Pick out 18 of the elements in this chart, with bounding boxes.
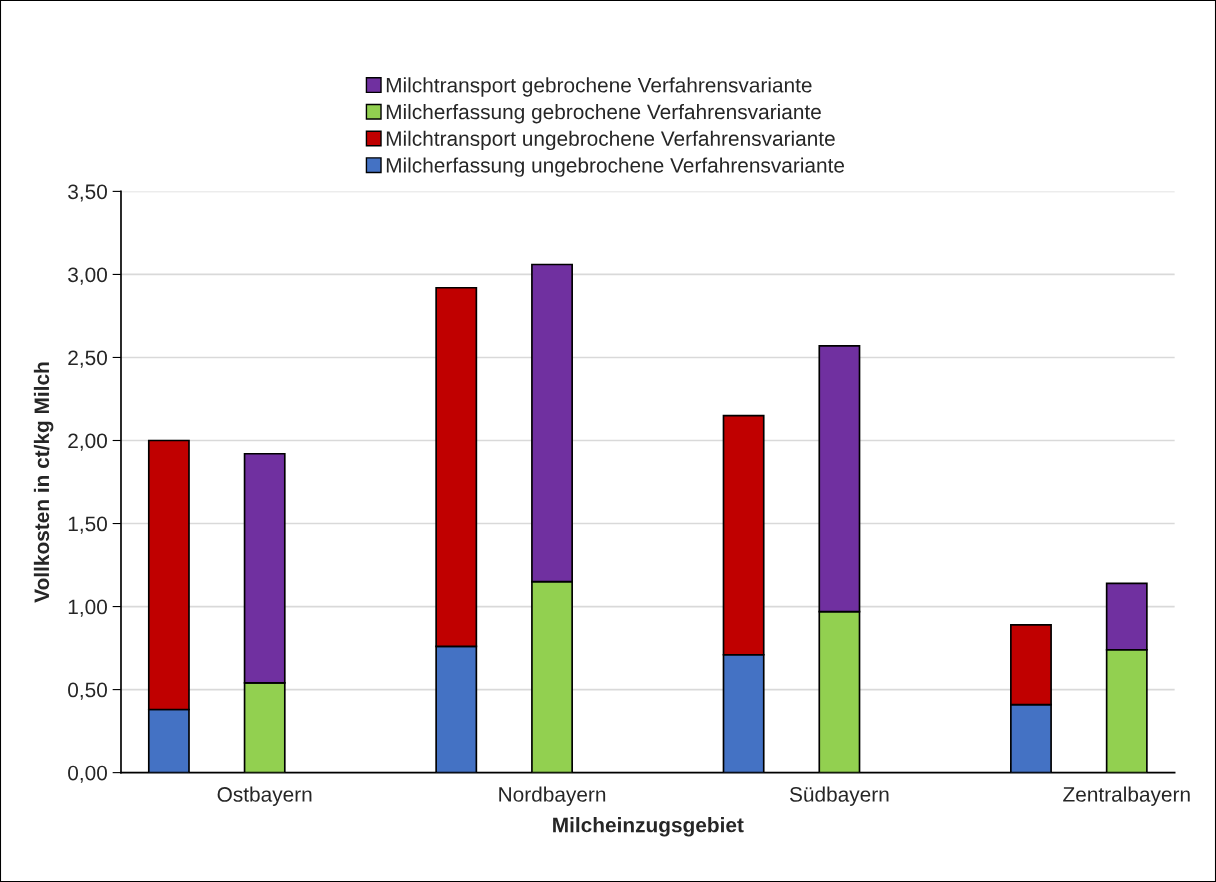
y-axis-title: Vollkosten in ct/kg Milch (33, 362, 54, 603)
x-tick-label: Südbayern (789, 786, 889, 806)
legend-label: Milchtransport ungebrochene Verfahrensvariante (386, 130, 835, 151)
legend-label: Milchtransport gebrochene Verfahrensvariante (386, 77, 812, 97)
x-tick-label: Zentralbayern (1063, 786, 1190, 806)
y-tick-label: 2,50 (68, 350, 107, 368)
y-tick-label: 0,50 (68, 682, 107, 700)
legend-label: Milcherfassung gebrochene Verfahrensvariante (386, 103, 821, 124)
x-tick-label: Ostbayern (217, 786, 312, 806)
legend-label: Milcherfassung ungebrochene Verfahrensvariante (386, 157, 845, 177)
y-tick-label: 0,00 (68, 765, 107, 783)
y-tick-label: 2,00 (68, 433, 107, 451)
y-tick-label: 1,00 (68, 599, 107, 617)
x-tick-label: Nordbayern (499, 786, 606, 806)
y-tick-label: 1,50 (68, 516, 107, 534)
y-tick-label: 3,50 (68, 184, 107, 202)
y-tick-label: 3,00 (68, 267, 107, 285)
x-axis-title: Milcheinzugsgebiet (553, 817, 744, 837)
